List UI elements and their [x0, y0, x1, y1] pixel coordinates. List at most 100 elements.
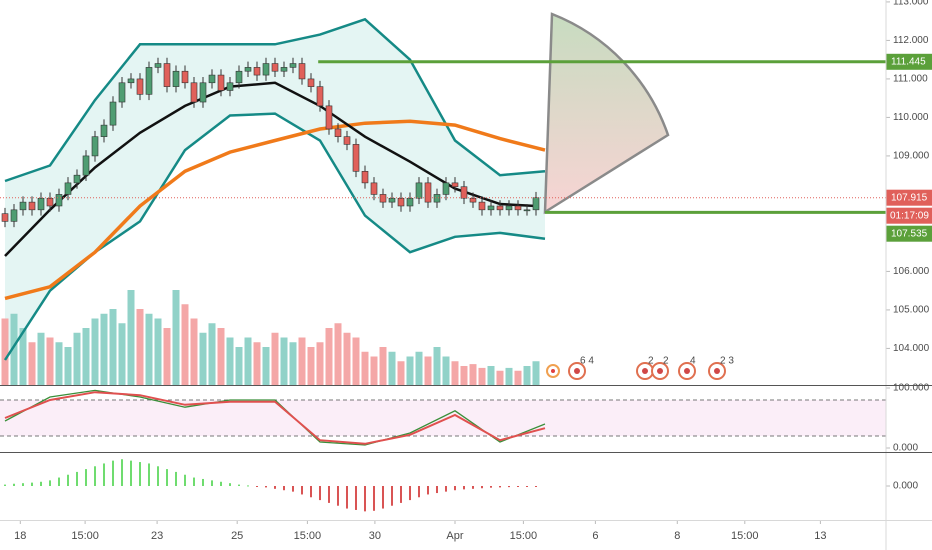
histogram-bar: [13, 483, 16, 486]
candle-body: [37, 197, 45, 211]
histogram-bar: [40, 481, 43, 486]
candle-body: [442, 182, 450, 195]
y-tick-label: 105.000: [893, 305, 930, 316]
volume-bar: [424, 356, 432, 385]
volume-bar: [109, 309, 117, 385]
volume-bar: [244, 337, 252, 385]
volume-bar: [532, 361, 540, 385]
candle-body: [451, 182, 459, 188]
volume-bar: [325, 328, 333, 385]
candle-body: [82, 155, 90, 176]
candle-body: [172, 70, 180, 87]
candle-body: [217, 74, 225, 91]
volume-bar: [523, 366, 531, 385]
volume-bar: [496, 370, 504, 385]
histogram-bar: [426, 486, 429, 495]
candle-body: [118, 82, 126, 103]
histogram-bar: [462, 486, 465, 490]
volume-bar: [289, 342, 297, 385]
y-tick-label: 0.000: [893, 443, 918, 454]
y-tick-label: 106.000: [893, 266, 930, 277]
volume-bar: [379, 347, 387, 385]
histogram-bar: [534, 486, 537, 487]
candle-body: [307, 78, 315, 87]
candle-body: [235, 70, 243, 84]
candle-body: [460, 186, 468, 199]
price-tag: [886, 225, 932, 242]
candle-body: [199, 82, 207, 103]
event-dot: [551, 369, 555, 373]
volume-bar: [37, 332, 45, 385]
volume-bar: [388, 351, 396, 385]
histogram-bar: [202, 478, 205, 486]
band-line: [4, 17, 546, 183]
candle-body: [262, 63, 270, 76]
x-tick-label: 6: [592, 530, 598, 542]
histogram-bar: [148, 463, 151, 486]
volume-bar: [460, 366, 468, 385]
candle-body: [271, 63, 279, 72]
candle-body: [190, 82, 198, 103]
volume-bar: [190, 318, 198, 385]
volume-bar: [118, 323, 126, 385]
histogram-bar: [49, 480, 52, 486]
histogram-bar: [417, 486, 420, 498]
candle-body: [253, 67, 261, 76]
histogram-bar: [31, 482, 34, 486]
x-tick-label: 8: [674, 530, 680, 542]
candle-body: [244, 67, 252, 72]
candle-body: [532, 197, 540, 211]
candle-body: [370, 182, 378, 195]
x-tick-label: Apr: [446, 530, 463, 542]
candle-body: [469, 197, 477, 203]
histogram-bar: [184, 474, 187, 486]
y-tick-label: 111.000: [893, 74, 928, 85]
histogram-bar: [273, 486, 276, 489]
histogram-bar: [58, 477, 61, 486]
histogram-bar: [139, 462, 142, 486]
volume-bar: [127, 290, 135, 385]
volume-bar: [343, 332, 351, 385]
volume-bar: [208, 323, 216, 385]
histogram-bar: [381, 486, 384, 509]
histogram-bar: [489, 486, 492, 488]
volume-bar: [415, 351, 423, 385]
histogram-bar: [220, 481, 223, 486]
price-tag-label: 107.915: [891, 192, 928, 203]
histogram-bar: [318, 486, 321, 501]
candle-body: [100, 124, 108, 137]
candle-body: [361, 171, 369, 184]
volume-bar: [433, 347, 441, 385]
volume-bar: [235, 347, 243, 385]
band-fill: [5, 19, 545, 361]
volume-bar: [172, 290, 180, 385]
candle-body: [145, 67, 153, 95]
histogram-bar: [247, 485, 250, 487]
histogram-bar: [300, 486, 303, 495]
event-label: 2 3: [720, 356, 734, 367]
candle-body: [55, 194, 63, 207]
volume-bar: [361, 351, 369, 385]
y-tick-label: 104.000: [893, 343, 930, 354]
x-tick-label: 18: [14, 530, 26, 542]
histogram-bar: [354, 486, 357, 510]
candle-body: [19, 201, 27, 211]
histogram-bar: [229, 483, 232, 486]
candle-body: [379, 194, 387, 203]
volume-bar: [451, 361, 459, 385]
volume-bar: [28, 342, 36, 385]
candle-body: [388, 197, 396, 203]
stoch-band-fill: [0, 400, 886, 436]
volume-bar: [280, 337, 288, 385]
histogram-bar: [130, 460, 133, 486]
price-tag: [886, 189, 932, 206]
candle-body: [136, 78, 144, 95]
histogram-bar: [435, 486, 438, 494]
histogram-bar: [516, 486, 519, 487]
candle-body: [487, 205, 495, 211]
x-tick-label: 15:00: [731, 530, 759, 542]
volume-bar: [514, 370, 522, 385]
volume-bar: [19, 328, 27, 385]
event-dot: [642, 368, 648, 374]
event-dot: [714, 368, 720, 374]
